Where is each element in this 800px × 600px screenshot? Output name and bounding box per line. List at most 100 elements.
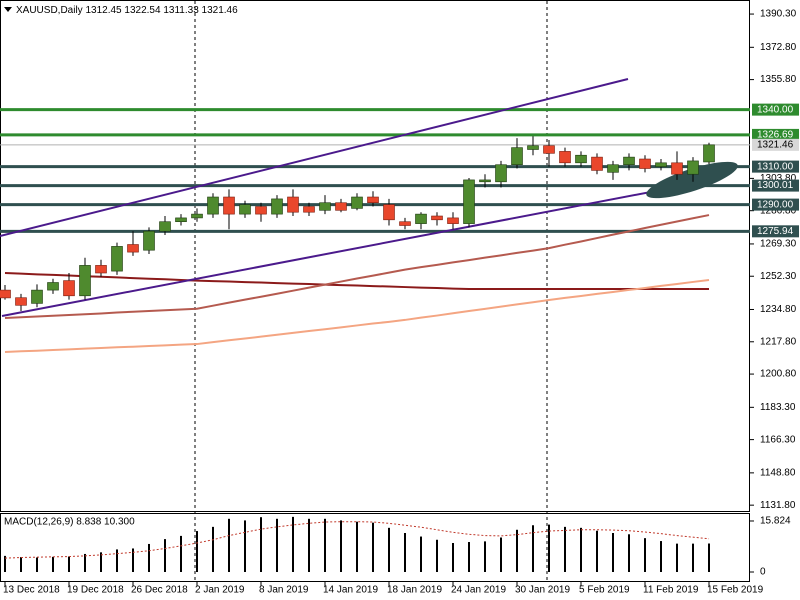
- candle-body: [447, 217, 459, 224]
- x-tick-label: 18 Jan 2019: [387, 585, 442, 596]
- level-label-box: [752, 225, 799, 238]
- main-panel: [0, 0, 750, 512]
- macd: [4, 516, 710, 573]
- level-label-box: [752, 198, 799, 211]
- candle-body: [191, 213, 203, 219]
- level-label: 1275.94: [757, 226, 794, 237]
- open: 1312.45: [85, 5, 122, 16]
- chart-header: XAUUSD,Daily 1312.45 1322.54 1311.33 132…: [16, 5, 238, 16]
- levels: [0, 108, 750, 233]
- y-tick-label: 1303.80: [760, 173, 797, 184]
- candle-body: [687, 160, 699, 175]
- candle-body: [511, 147, 523, 166]
- y-tick-label: 1286.80: [760, 205, 797, 216]
- level-label: 1326.69: [757, 130, 794, 141]
- y-tick-label: 1183.30: [760, 402, 796, 413]
- candle-body: [223, 196, 235, 215]
- level-label-box: [752, 103, 799, 116]
- y-tick-label: 1131.80: [760, 500, 796, 511]
- level-label: 1290.00: [757, 199, 794, 210]
- candle-body: [479, 179, 491, 183]
- candle-body: [383, 204, 395, 221]
- macd-tick-label: 15.824: [760, 516, 791, 527]
- x-tick-label: 15 Feb 2019: [707, 585, 764, 596]
- y-tick-label: 1372.80: [760, 42, 797, 53]
- candle-body: [0, 289, 11, 299]
- x-tick-label: 11 Feb 2019: [643, 585, 699, 596]
- x-tick-label: 5 Feb 2019: [579, 585, 630, 596]
- candle-body: [559, 151, 571, 164]
- axes: 1390.30 1372.80 1355.80 1303.80 1286.80 1269.…: [3, 9, 799, 596]
- x-tick-label: 30 Jan 2019: [515, 585, 570, 596]
- candle-body: [239, 204, 251, 215]
- candles: [0, 136, 715, 311]
- candle-body: [255, 206, 267, 215]
- candle-body: [607, 164, 619, 173]
- y-tick-label: 1390.30: [760, 9, 797, 20]
- candle-body: [431, 215, 443, 221]
- candle-body: [367, 196, 379, 204]
- macd-title: MACD(12,26,9) 8.838 10.300: [4, 517, 135, 528]
- candle-body: [575, 154, 587, 164]
- candle-body: [495, 164, 507, 183]
- macd-panel: [0, 513, 750, 582]
- candle-body: [623, 156, 635, 166]
- candle-body: [591, 156, 603, 171]
- candle-body: [335, 202, 347, 211]
- candle-body: [79, 265, 91, 297]
- y-tick-label: 1148.80: [760, 468, 796, 479]
- x-tick-label: 26 Dec 2018: [131, 585, 188, 596]
- candle-body: [111, 246, 123, 272]
- current-price-label: 1321.46: [757, 139, 794, 150]
- moving-averages: [4, 214, 710, 354]
- symbol: XAUUSD,Daily: [16, 5, 83, 16]
- x-tick-label: 13 Dec 2018: [3, 585, 60, 596]
- high: 1322.54: [124, 5, 161, 16]
- candle-body: [303, 206, 315, 213]
- x-tick-label: 19 Dec 2018: [67, 585, 124, 596]
- moving-average: [4, 272, 709, 290]
- candle-body: [31, 289, 43, 304]
- candle-body: [351, 196, 363, 209]
- level-label: 1310.00: [757, 161, 794, 172]
- x-tick-label: 8 Jan 2019: [259, 585, 309, 596]
- candle-body: [175, 217, 187, 223]
- candle-body: [159, 221, 171, 232]
- candle-body: [655, 162, 667, 167]
- candle-body: [287, 196, 299, 213]
- candle-body: [463, 179, 475, 224]
- macd-tick-label: 0: [760, 567, 766, 578]
- y-tick-label: 1166.30: [760, 434, 796, 445]
- candle-body: [671, 162, 683, 175]
- candle-body: [527, 145, 539, 150]
- candle-body: [15, 297, 27, 306]
- candle-body: [47, 282, 59, 291]
- menu-arrow[interactable]: [4, 7, 12, 12]
- candle-body: [63, 280, 75, 297]
- y-tick-label: 1217.80: [760, 336, 797, 347]
- candle-body: [415, 213, 427, 224]
- y-tick-label: 1234.80: [760, 304, 797, 315]
- level-label: 1340.00: [757, 104, 794, 115]
- level-label-box: [752, 179, 799, 192]
- candle-body: [271, 198, 283, 215]
- y-tick-label: 1200.80: [760, 369, 797, 380]
- level-label-box: [752, 160, 799, 173]
- moving-average: [4, 214, 710, 320]
- close: 1321.46: [202, 5, 239, 16]
- y-tick-label: 1252.30: [760, 271, 797, 282]
- moving-average: [4, 279, 710, 354]
- channel-trend-line: [1, 180, 709, 317]
- x-tick-label: 24 Jan 2019: [451, 585, 506, 596]
- candle-body: [399, 221, 411, 226]
- candle-body: [319, 202, 331, 211]
- candle-body: [543, 145, 555, 154]
- candle-body: [639, 158, 651, 169]
- candle-body: [207, 196, 219, 215]
- y-tick-label: 1355.80: [760, 74, 797, 85]
- highlight-ellipse: [646, 161, 738, 199]
- candle-body: [703, 144, 715, 163]
- candle-body: [127, 244, 139, 253]
- level-label: 1300.01: [757, 180, 794, 191]
